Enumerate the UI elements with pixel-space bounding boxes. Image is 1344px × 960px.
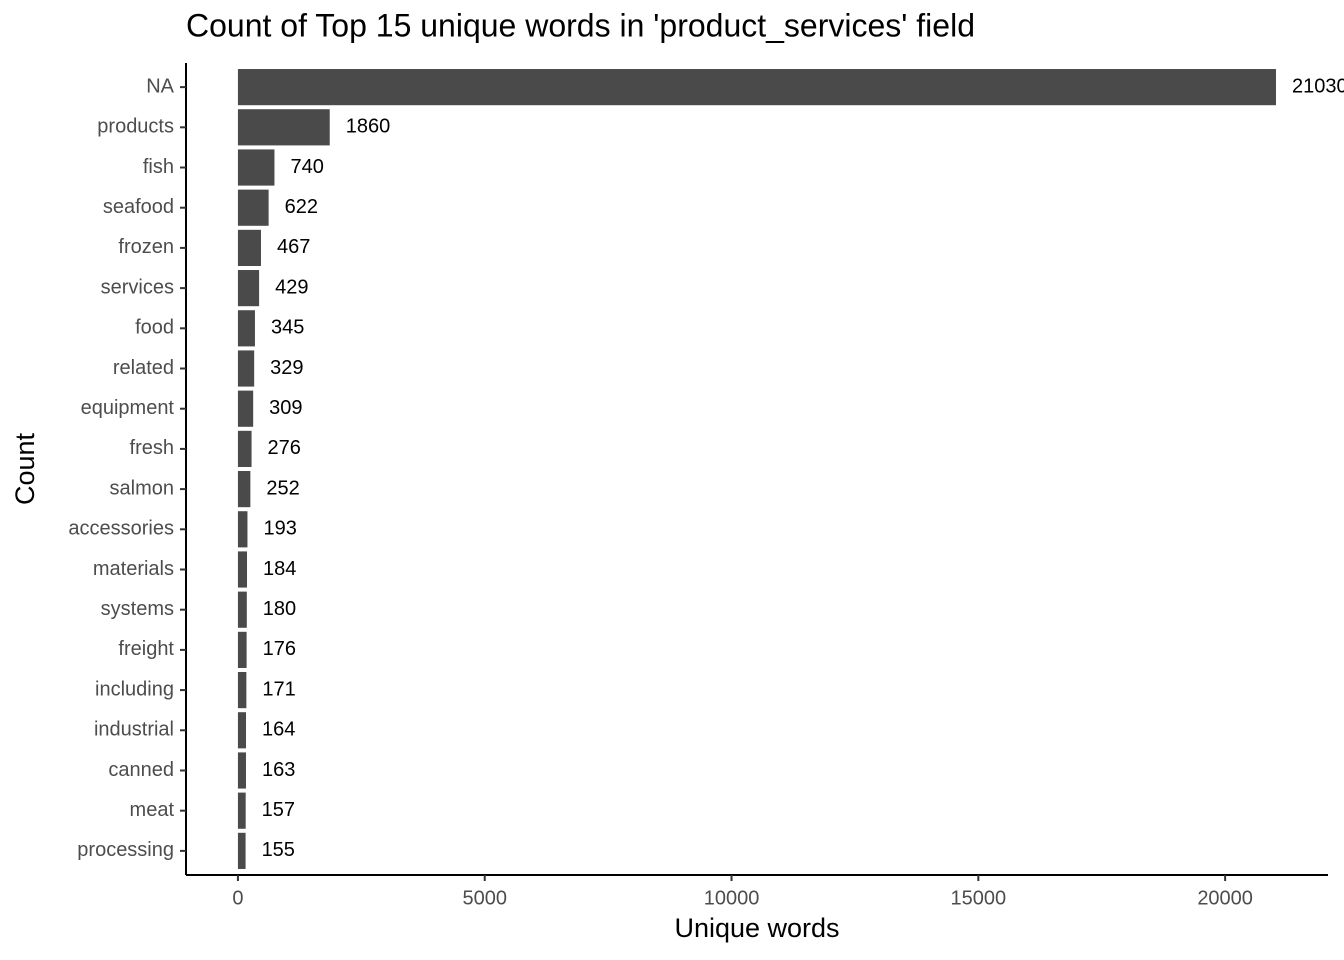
y-tick-label: seafood: [103, 196, 174, 218]
value-label: 171: [262, 678, 295, 700]
y-tick-label: fish: [143, 156, 174, 178]
bar: [237, 631, 247, 668]
value-label: 184: [263, 558, 296, 580]
y-tick-label: equipment: [81, 397, 175, 419]
value-label: 622: [285, 196, 318, 218]
bar: [237, 109, 330, 146]
value-label: 309: [269, 397, 302, 419]
value-label: 163: [262, 759, 295, 781]
value-label: 180: [263, 598, 296, 620]
y-tick-label: food: [135, 317, 174, 339]
value-label: 467: [277, 236, 310, 258]
y-tick-label: including: [95, 678, 174, 700]
bar: [237, 270, 260, 307]
y-tick-label: industrial: [94, 719, 174, 741]
bar: [237, 229, 261, 266]
x-tick-label: 5000: [462, 887, 507, 909]
value-label: 252: [266, 477, 299, 499]
value-label: 429: [275, 276, 308, 298]
y-axis-title: Count: [10, 432, 40, 505]
value-label: 1860: [346, 116, 391, 138]
value-label: 276: [268, 437, 301, 459]
bar: [237, 310, 255, 347]
y-tick-label: freight: [118, 638, 174, 660]
y-tick-label: NA: [146, 75, 174, 97]
bar: [237, 832, 246, 869]
bar: [237, 752, 246, 789]
bar: [237, 672, 247, 709]
bar: [237, 390, 254, 427]
y-tick-label: salmon: [110, 477, 174, 499]
value-label: 157: [262, 799, 295, 821]
value-label: 164: [262, 719, 295, 741]
value-label: 193: [263, 518, 296, 540]
bar: [237, 551, 248, 588]
bar: [237, 591, 247, 628]
bar: [237, 350, 255, 387]
y-tick-label: services: [101, 276, 174, 298]
value-label: 345: [271, 317, 304, 339]
y-tick-label: related: [113, 357, 174, 379]
y-tick-label: fresh: [130, 437, 174, 459]
bar: [237, 189, 269, 226]
y-tick-label: materials: [93, 558, 174, 580]
y-tick-label: frozen: [118, 236, 174, 258]
value-label: 21030: [1292, 75, 1344, 97]
value-label: 740: [290, 156, 323, 178]
value-label: 176: [263, 638, 296, 660]
bar: [237, 792, 246, 829]
value-label: 329: [270, 357, 303, 379]
y-tick-label: accessories: [68, 518, 174, 540]
x-tick-label: 20000: [1197, 887, 1253, 909]
x-tick-label: 0: [232, 887, 243, 909]
bar: [237, 471, 251, 508]
bar: [237, 712, 247, 749]
bar: [237, 69, 1276, 106]
x-tick-label: 10000: [704, 887, 760, 909]
chart-title: Count of Top 15 unique words in 'product…: [186, 7, 975, 43]
bar: [237, 511, 248, 548]
bar: [237, 149, 275, 186]
y-tick-label: processing: [77, 839, 174, 861]
x-axis-title: Unique words: [674, 913, 839, 943]
x-tick-label: 15000: [951, 887, 1007, 909]
y-tick-label: canned: [108, 759, 174, 781]
y-tick-label: products: [97, 116, 174, 138]
y-tick-label: systems: [101, 598, 174, 620]
bar: [237, 430, 252, 467]
y-tick-label: meat: [130, 799, 175, 821]
value-label: 155: [262, 839, 295, 861]
